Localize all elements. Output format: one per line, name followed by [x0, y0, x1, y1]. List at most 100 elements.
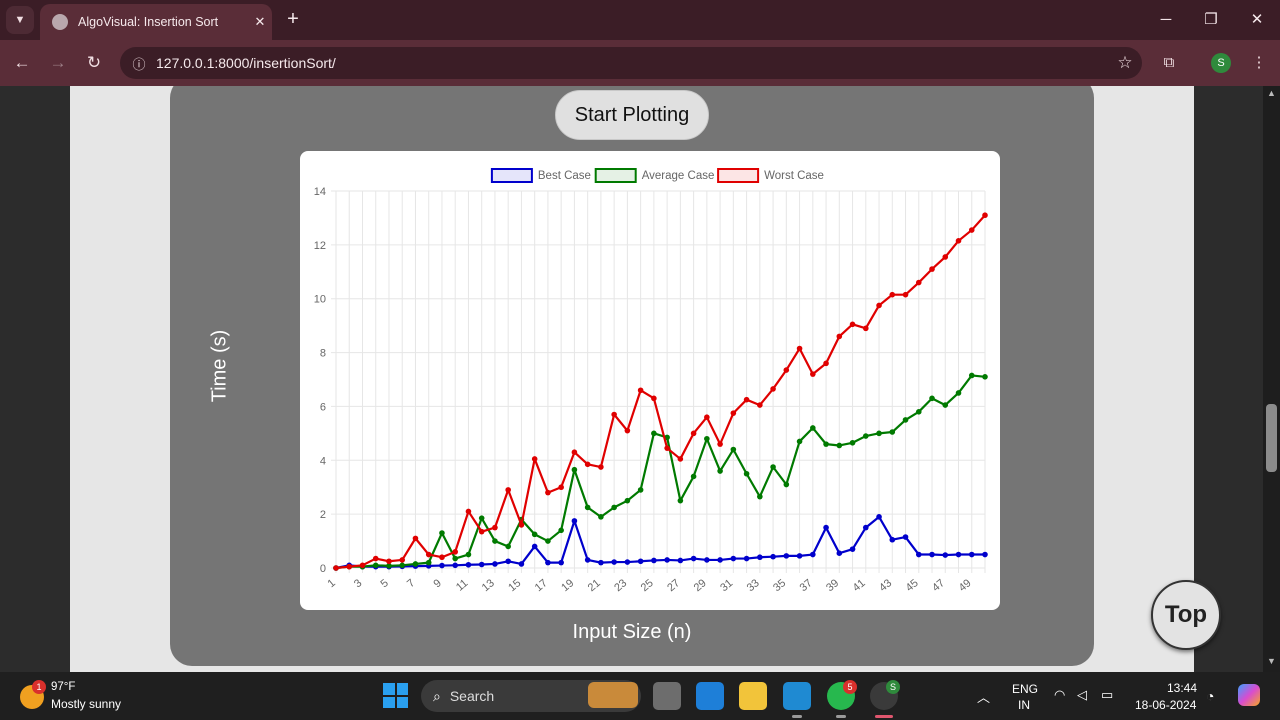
vscode-icon[interactable]: [783, 682, 811, 710]
file-explorer-icon[interactable]: [739, 682, 767, 710]
back-button[interactable]: ←: [9, 50, 35, 76]
worst-case-point: [796, 345, 803, 352]
battery-icon[interactable]: ▭: [1101, 687, 1114, 702]
forward-button[interactable]: →: [45, 50, 71, 76]
volume-icon[interactable]: ◁: [1077, 687, 1087, 702]
clock-time[interactable]: 13:44: [1167, 681, 1198, 695]
worst-case-point: [412, 535, 419, 542]
start-plotting-button[interactable]: Start Plotting: [555, 90, 709, 140]
best-case-point: [558, 559, 564, 566]
x-tick-label: 43: [877, 577, 894, 594]
best-case-point: [730, 555, 737, 562]
weather-description[interactable]: Mostly sunny: [51, 697, 122, 711]
best-case-point: [518, 561, 525, 567]
average-case-point: [929, 395, 935, 402]
worst-case-point: [465, 508, 472, 515]
reload-button[interactable]: ↻: [81, 50, 107, 76]
average-case-point: [452, 555, 459, 562]
worst-case-point: [624, 427, 631, 434]
best-case-point: [955, 551, 962, 558]
whatsapp-running-indicator: [836, 715, 846, 718]
worst-case-point: [783, 367, 790, 373]
best-case-point: [624, 559, 631, 565]
average-case-point: [823, 441, 829, 447]
x-tick-label: 3: [352, 577, 364, 590]
average-case-point: [651, 430, 657, 437]
best-case-point: [531, 543, 538, 550]
average-case-point: [968, 372, 975, 379]
worst-case-point: [823, 360, 829, 367]
x-tick-label: 35: [771, 577, 788, 594]
average-case-point: [836, 442, 843, 449]
star-icon[interactable]: ☆: [1117, 53, 1133, 72]
tab-list-button[interactable]: ▼: [6, 6, 34, 34]
page-scrollbar[interactable]: ▲ ▼: [1263, 86, 1280, 672]
average-case-point: [743, 470, 750, 477]
clock-date[interactable]: 18-06-2024: [1135, 698, 1197, 712]
profile-avatar[interactable]: S: [1211, 53, 1231, 73]
scroll-up-arrow-icon[interactable]: ▲: [1267, 88, 1276, 98]
address-bar[interactable]: ⓘ 127.0.0.1:8000/insertionSort/ ☆: [120, 47, 1142, 79]
task-view-icon[interactable]: [653, 682, 681, 710]
browser-tab[interactable]: AlgoVisual: Insertion Sort ✕: [40, 4, 272, 40]
worst-case-point: [372, 555, 379, 562]
worst-case-point: [915, 279, 922, 286]
worst-case-point: [704, 414, 710, 421]
region-indicator[interactable]: IN: [1018, 698, 1030, 712]
search-placeholder: Search: [449, 688, 495, 704]
best-case-point: [770, 553, 776, 560]
scroll-down-arrow-icon[interactable]: ▼: [1267, 656, 1276, 666]
average-case-point: [783, 481, 790, 488]
restore-icon[interactable]: ❐: [1204, 11, 1218, 28]
weather-temperature[interactable]: 97°F: [51, 681, 76, 693]
average-case-point: [677, 497, 684, 504]
best-case-point: [968, 551, 975, 558]
worst-case-point: [889, 291, 896, 298]
worst-case-point: [757, 402, 763, 408]
wifi-icon[interactable]: ◠: [1054, 687, 1066, 702]
url-text[interactable]: 127.0.0.1:8000/insertionSort/: [156, 55, 336, 71]
best-case-point: [982, 551, 988, 558]
average-case-point: [399, 562, 406, 569]
best-case-point: [902, 534, 909, 540]
best-case-point: [717, 557, 723, 563]
copilot-icon[interactable]: [1238, 684, 1260, 706]
average-case-point: [505, 543, 511, 550]
best-case-point: [796, 553, 803, 559]
notification-bell-icon[interactable]: ◔: [1206, 688, 1215, 704]
puzzle-icon[interactable]: ⧉: [1163, 54, 1175, 71]
average-case-point: [889, 429, 896, 435]
average-case-point: [704, 435, 710, 442]
average-case-point: [810, 425, 816, 431]
x-tick-label: 39: [824, 577, 841, 594]
arrow-right-icon: →: [49, 53, 67, 72]
minimize-icon[interactable]: ─: [1160, 11, 1172, 28]
best-case-point: [571, 518, 578, 524]
mail-icon[interactable]: [696, 682, 724, 710]
close-tab-icon[interactable]: ✕: [254, 14, 266, 29]
worst-case-point: [531, 456, 538, 462]
windows-start-icon[interactable]: [383, 683, 408, 708]
search-icon: ⌕: [433, 687, 441, 704]
x-tick-label: 7: [405, 577, 417, 590]
kebab-menu-icon[interactable]: ⋮: [1251, 54, 1267, 71]
worst-case-point: [452, 549, 459, 555]
page-viewport: Start Plotting Time (s) 0 2 4 6 8 10 12 14 1 3 5 7 9…: [0, 86, 1280, 672]
best-case-point: [465, 561, 472, 568]
language-indicator[interactable]: ENG: [1012, 682, 1039, 696]
worst-case-point: [849, 321, 856, 328]
best-case-point: [478, 561, 485, 568]
average-case-point: [598, 514, 604, 520]
scrollbar-thumb[interactable]: [1266, 404, 1277, 472]
scroll-to-top-button[interactable]: Top: [1151, 580, 1221, 650]
y-tick-label: 6: [320, 401, 326, 413]
worst-case-point: [677, 456, 684, 462]
x-axis-title: Input Size (n): [572, 621, 692, 643]
info-icon[interactable]: ⓘ: [132, 56, 146, 72]
new-tab-button[interactable]: +: [287, 8, 299, 30]
show-hidden-icons-chevron-icon[interactable]: ︿: [977, 690, 991, 705]
whatsapp-badge: 5: [843, 680, 857, 694]
average-case-point: [849, 439, 856, 446]
close-window-icon[interactable]: ✕: [1250, 11, 1264, 28]
average-case-point: [717, 468, 723, 474]
